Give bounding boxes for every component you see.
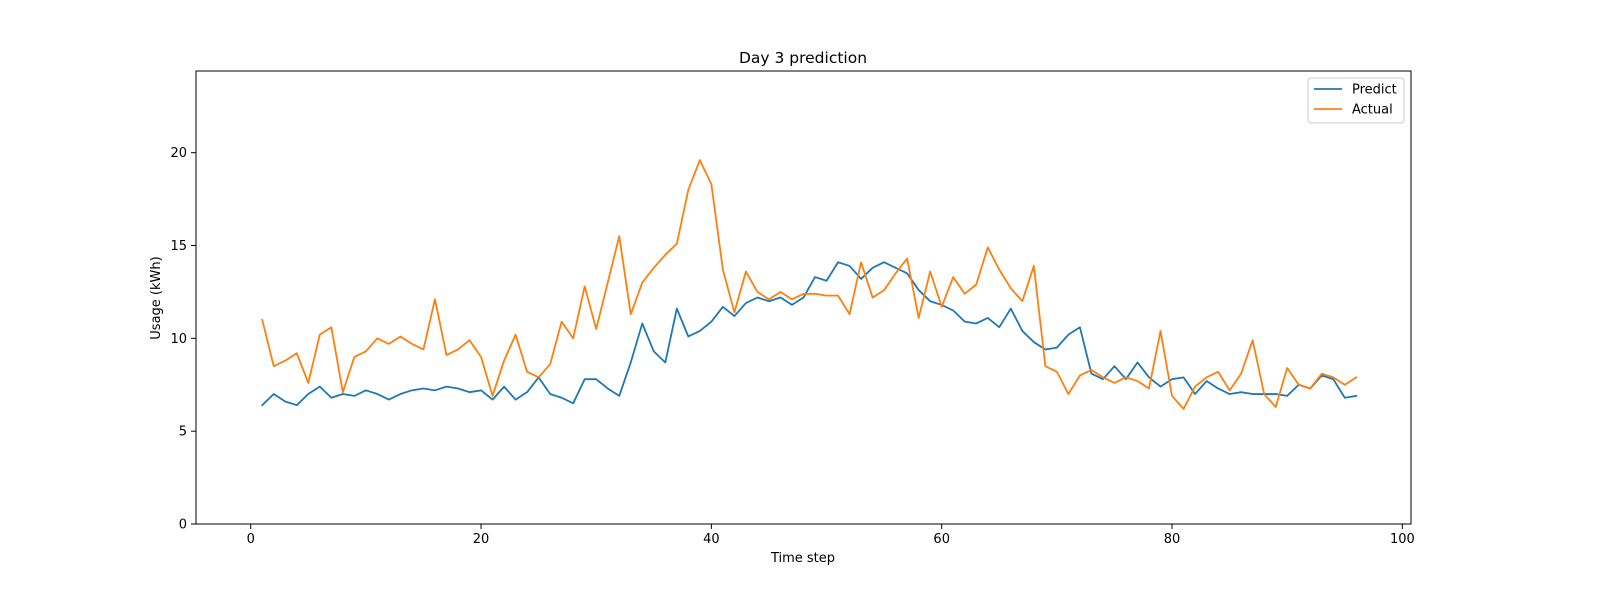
y-tick-label: 15 xyxy=(170,239,187,254)
x-tick-label: 20 xyxy=(473,532,490,547)
x-tick-label: 100 xyxy=(1390,532,1415,547)
y-tick-label: 0 xyxy=(179,518,187,533)
legend-entry: Predict xyxy=(1352,83,1397,98)
y-axis-label: Usage (kWh) xyxy=(149,256,164,339)
y-tick-label: 5 xyxy=(179,425,187,440)
x-tick-label: 40 xyxy=(703,532,720,547)
plot-area xyxy=(260,159,1358,410)
x-tick-label: 0 xyxy=(247,532,255,547)
chart-title: Day 3 prediction xyxy=(739,49,867,67)
y-tick-label: 10 xyxy=(170,332,187,347)
x-tick-label: 80 xyxy=(1164,532,1181,547)
x-axis-label: Time step xyxy=(770,551,835,566)
series-line-predict xyxy=(260,261,1358,407)
x-axis: 0 20 40 60 80 100 xyxy=(247,524,1415,547)
y-tick-label: 20 xyxy=(170,146,187,161)
legend-entry: Actual xyxy=(1352,103,1393,118)
series-line-actual xyxy=(261,159,1358,410)
x-tick-label: 60 xyxy=(933,532,950,547)
plot-frame xyxy=(195,70,1412,525)
legend: Predict Actual xyxy=(1307,77,1405,124)
y-axis: 0 5 10 15 20 xyxy=(170,146,196,533)
